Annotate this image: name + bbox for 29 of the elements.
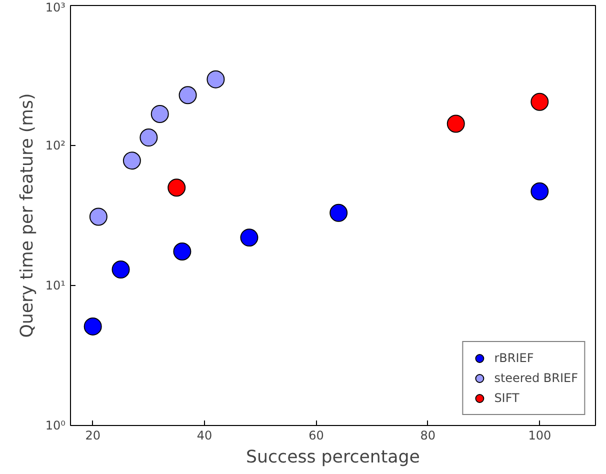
point (112, 260, 130, 279)
x-tick-label: 40 (196, 428, 212, 442)
x-axis-title: Success percentage (246, 448, 420, 468)
legend-label: rBRIEF (494, 351, 534, 365)
legend-label: steered BRIEF (494, 371, 578, 385)
x-tick-label: 80 (420, 428, 436, 442)
y-tick-label: 10³ (45, 0, 66, 14)
x-tick-label: 100 (528, 428, 552, 442)
point (122, 152, 141, 170)
x-tick-label: 60 (308, 428, 324, 442)
y-tick-label: 10⁰ (45, 418, 66, 432)
y-tick-label: 10¹ (45, 278, 66, 292)
point (140, 128, 158, 147)
point (530, 92, 549, 111)
point (84, 317, 102, 336)
y-tick-label: 10² (45, 138, 66, 152)
point (530, 182, 549, 200)
point (330, 204, 348, 222)
point (150, 104, 169, 123)
point (240, 228, 258, 247)
point (178, 86, 197, 104)
point (168, 178, 186, 197)
x-tick-label: 20 (85, 428, 100, 442)
point (173, 242, 192, 260)
point (206, 70, 225, 88)
point (446, 114, 465, 133)
y-axis-title: Query time per feature (ms) (17, 93, 38, 338)
legend-label: SIFT (494, 391, 520, 405)
point (89, 208, 108, 226)
